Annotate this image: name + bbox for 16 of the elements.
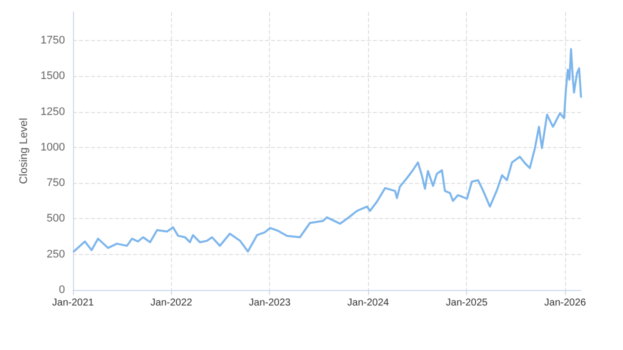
y-tick-label: 500 (46, 212, 65, 225)
y-tick-label: 250 (46, 248, 65, 260)
x-tick-label: Jan-2022 (150, 298, 193, 308)
line-series (72, 48, 582, 253)
x-tick-label: Jan-2025 (446, 298, 488, 308)
x-tick-label: Jan-2023 (248, 298, 292, 308)
y-tick-label: 1500 (40, 70, 65, 82)
y-tick-label: 1000 (40, 141, 65, 154)
y-tick-label: 1750 (40, 34, 65, 47)
y-axis-title: Closing Level (18, 118, 30, 184)
x-tick-label: Jan-2021 (52, 298, 94, 308)
y-tick-label: 1250 (40, 106, 65, 118)
y-tick-label: 0 (58, 284, 65, 296)
x-tick-label: Jan-2026 (544, 298, 586, 308)
y-tick-label: 750 (46, 177, 65, 190)
x-tick-label: Jan-2024 (347, 298, 390, 308)
